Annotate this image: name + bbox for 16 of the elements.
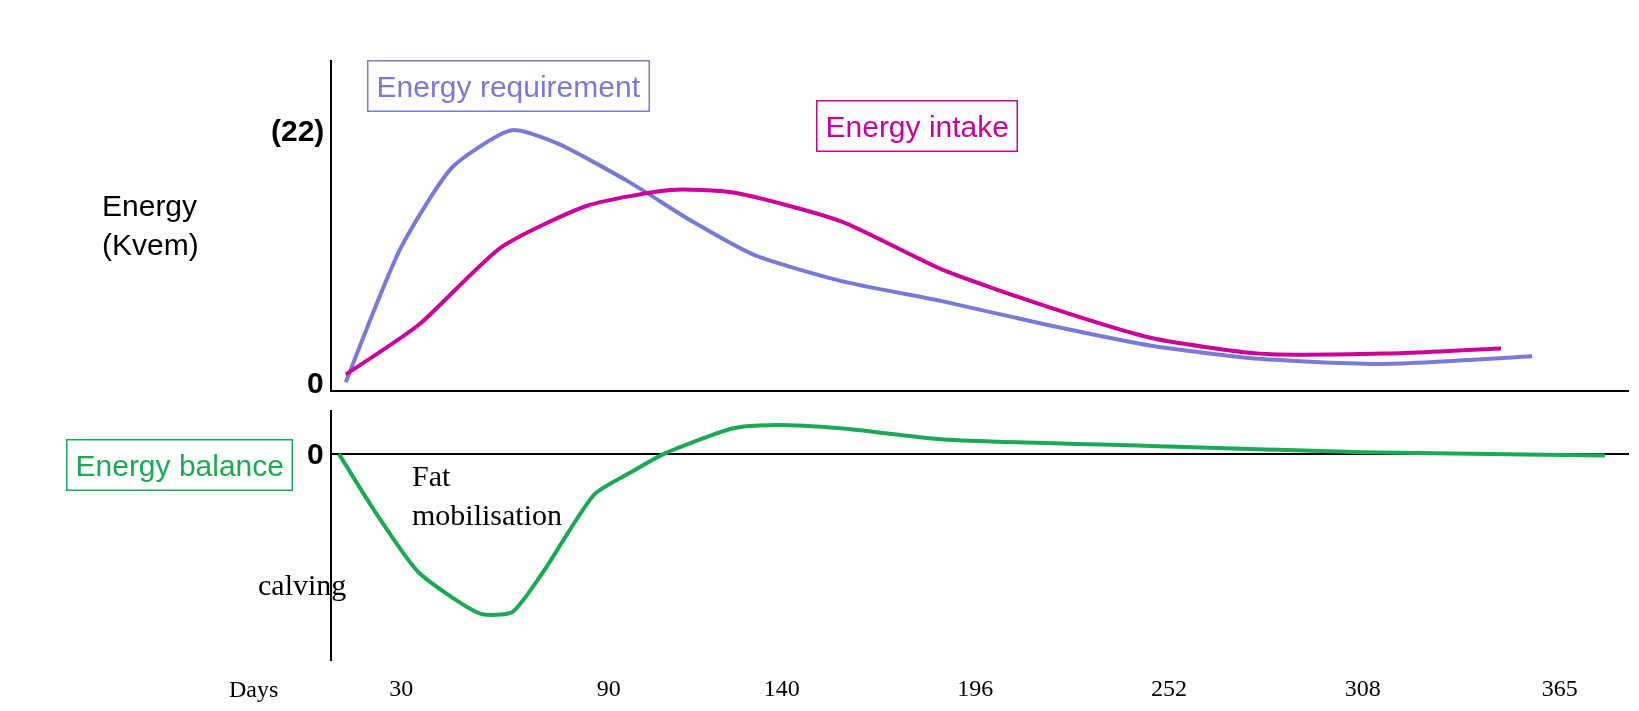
- x-tick-label: 365: [1541, 675, 1578, 701]
- text: Energy intake: [825, 109, 1009, 143]
- x-tick-label: 196: [957, 675, 994, 701]
- x-tick-label: 30: [389, 675, 414, 701]
- y-axis-title: Energy (Kvem): [102, 189, 199, 261]
- x-tick-label: 308: [1344, 675, 1381, 701]
- text: 0: [307, 366, 324, 399]
- x-tick-label: 140: [763, 675, 800, 701]
- annotation: Fat mobilisation: [412, 459, 562, 531]
- x-tick-label: 90: [596, 675, 621, 701]
- x-tick-label: 252: [1151, 675, 1187, 701]
- series-label: Energy balance: [75, 448, 284, 482]
- x-axis-title: Days: [229, 676, 279, 702]
- text: (22): [271, 114, 325, 147]
- text: 0: [307, 437, 324, 470]
- series-label: Energy requirement: [376, 69, 641, 103]
